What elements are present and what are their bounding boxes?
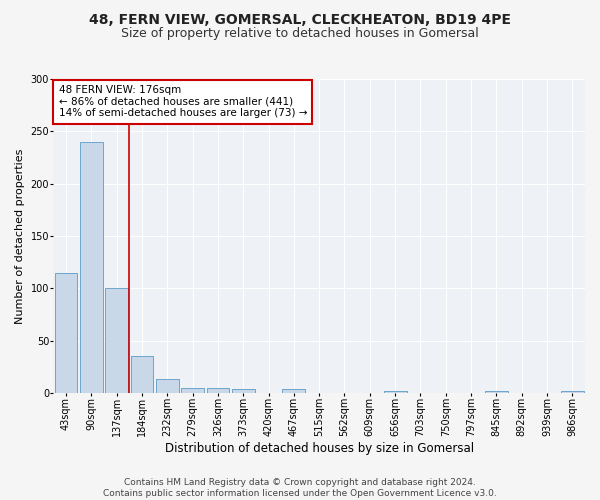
Bar — [131, 356, 154, 393]
Text: 48 FERN VIEW: 176sqm
← 86% of detached houses are smaller (441)
14% of semi-deta: 48 FERN VIEW: 176sqm ← 86% of detached h… — [59, 86, 307, 118]
Bar — [485, 391, 508, 393]
Bar — [156, 380, 179, 393]
Bar — [80, 142, 103, 393]
Bar — [232, 388, 254, 393]
Text: 48, FERN VIEW, GOMERSAL, CLECKHEATON, BD19 4PE: 48, FERN VIEW, GOMERSAL, CLECKHEATON, BD… — [89, 12, 511, 26]
Bar — [206, 388, 229, 393]
Bar — [105, 288, 128, 393]
Bar — [55, 272, 77, 393]
Bar — [384, 391, 407, 393]
Bar — [181, 388, 204, 393]
Y-axis label: Number of detached properties: Number of detached properties — [15, 148, 25, 324]
X-axis label: Distribution of detached houses by size in Gomersal: Distribution of detached houses by size … — [164, 442, 474, 455]
Text: Contains HM Land Registry data © Crown copyright and database right 2024.
Contai: Contains HM Land Registry data © Crown c… — [103, 478, 497, 498]
Bar — [283, 388, 305, 393]
Bar — [561, 391, 584, 393]
Text: Size of property relative to detached houses in Gomersal: Size of property relative to detached ho… — [121, 28, 479, 40]
